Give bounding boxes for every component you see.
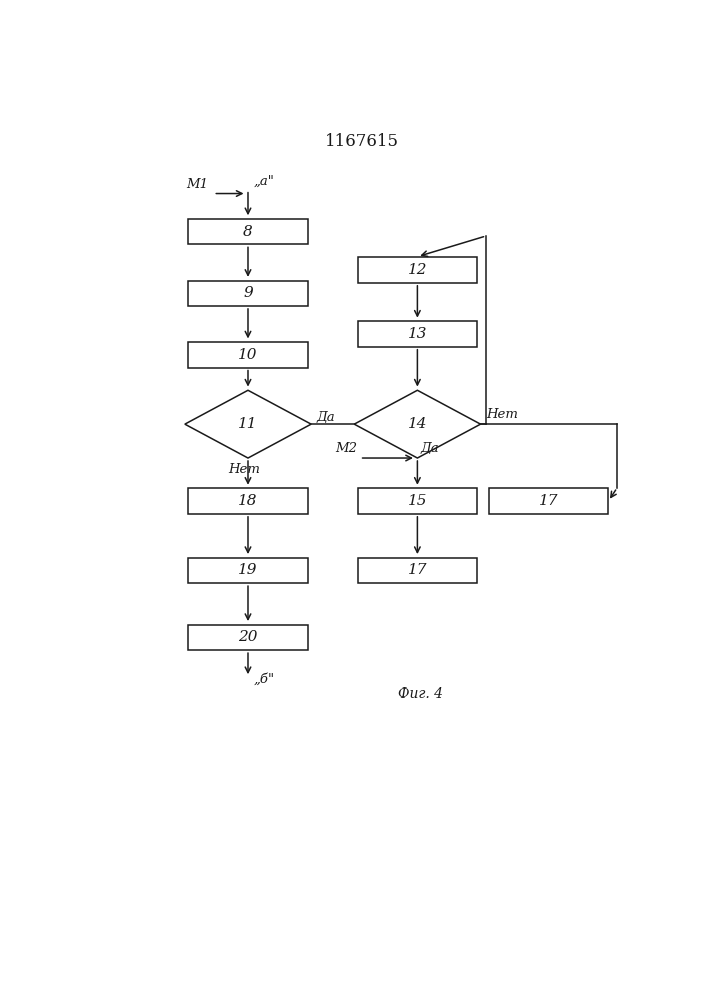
Text: 9: 9 <box>243 286 253 300</box>
Text: 17: 17 <box>539 494 558 508</box>
Text: 13: 13 <box>408 327 427 341</box>
Text: 11: 11 <box>238 417 258 431</box>
Bar <box>358 488 477 514</box>
Bar <box>188 281 308 306</box>
Text: Нет: Нет <box>486 408 518 421</box>
Text: „а": „а" <box>253 175 274 188</box>
Text: 15: 15 <box>408 494 427 508</box>
Bar <box>188 342 308 368</box>
Text: Да: Да <box>421 442 439 455</box>
Polygon shape <box>354 390 481 458</box>
Bar <box>489 488 608 514</box>
Text: 8: 8 <box>243 225 253 239</box>
Polygon shape <box>185 390 311 458</box>
Bar <box>188 488 308 514</box>
Text: 19: 19 <box>238 563 258 577</box>
Bar <box>358 257 477 283</box>
Text: 20: 20 <box>238 630 258 644</box>
Bar <box>358 321 477 347</box>
Text: М2: М2 <box>335 442 357 455</box>
Bar <box>188 558 308 583</box>
Text: Да: Да <box>317 411 335 424</box>
Text: „б": „б" <box>253 673 274 686</box>
Text: 10: 10 <box>238 348 258 362</box>
Text: 14: 14 <box>408 417 427 431</box>
Text: 12: 12 <box>408 263 427 277</box>
Text: 18: 18 <box>238 494 258 508</box>
Text: 17: 17 <box>408 563 427 577</box>
Bar <box>188 219 308 244</box>
Bar <box>358 558 477 583</box>
Bar <box>188 625 308 650</box>
Text: Нет: Нет <box>228 463 260 476</box>
Text: Фиг. 4: Фиг. 4 <box>398 687 443 701</box>
Text: М1: М1 <box>186 178 208 191</box>
Text: 1167615: 1167615 <box>325 133 399 150</box>
